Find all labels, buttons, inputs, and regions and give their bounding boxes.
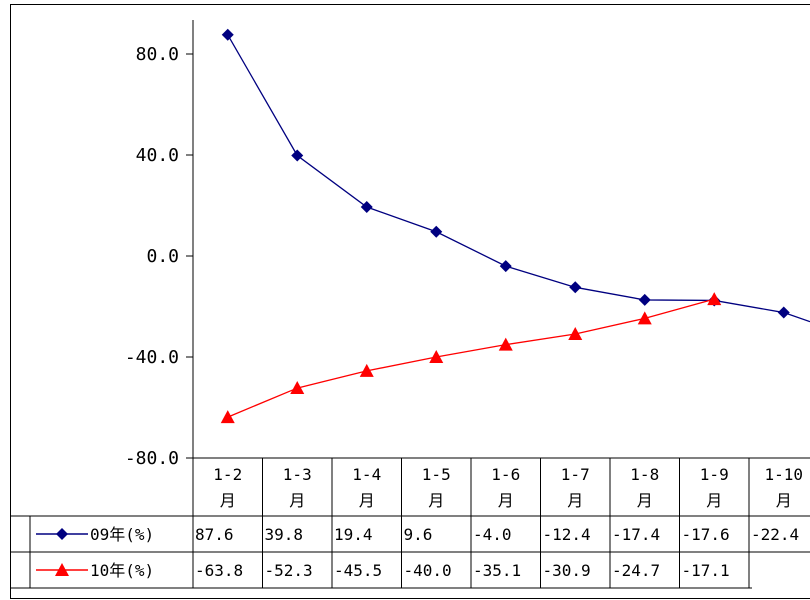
- category-label: 1-10: [764, 465, 803, 484]
- series-0-marker: [221, 28, 234, 41]
- data-label: -45.5: [334, 561, 382, 580]
- axes-layer: 80.0 40.0 0.0 -40.0 -80.0: [125, 20, 194, 469]
- category-label: 1-3: [283, 465, 312, 484]
- y-tick-label: 0.0: [146, 246, 179, 267]
- category-suffix-label: 月: [498, 491, 514, 510]
- data-table: 1-2 月 1-3 月 1-4 月 1-5 月 1-6 月 1-7 月 1-8 月 1-9 月 1-10 月 09年…: [10, 457, 810, 589]
- data-label: 87.6: [195, 525, 234, 544]
- legend-label: 09年(%): [90, 525, 154, 544]
- category-label: 1-9: [700, 465, 729, 484]
- category-suffix-label: 月: [706, 491, 722, 510]
- legend-label: 10年(%): [90, 561, 154, 580]
- data-label: -22.4: [751, 525, 799, 544]
- category-label: 1-8: [630, 465, 659, 484]
- category-suffix-label: 月: [637, 491, 653, 510]
- category-suffix-label: 月: [567, 491, 583, 510]
- series-0-marker: [569, 281, 582, 294]
- series-0-marker: [360, 201, 373, 214]
- data-label: -17.1: [682, 561, 730, 580]
- series-1-marker: [498, 337, 513, 351]
- data-label: -63.8: [195, 561, 243, 580]
- series-line-1: [227, 298, 715, 418]
- category-label: 1-5: [422, 465, 451, 484]
- series-1-marker: [220, 410, 235, 424]
- category-label: 1-2: [213, 465, 242, 484]
- series-1-marker: [429, 350, 444, 363]
- y-tick-label: -80.0: [125, 448, 179, 469]
- category-suffix-label: 月: [428, 491, 444, 510]
- y-tick-label: 40.0: [136, 145, 179, 166]
- category-label: 1-4: [352, 465, 381, 484]
- series-line-0: [227, 34, 810, 323]
- data-label: -4.0: [473, 525, 512, 544]
- data-label: -17.4: [612, 525, 660, 544]
- series-layer: [220, 28, 810, 424]
- data-label: -52.3: [265, 561, 313, 580]
- category-label: 1-7: [561, 465, 590, 484]
- data-label: -35.1: [473, 561, 521, 580]
- data-label: -24.7: [612, 561, 660, 580]
- data-label: -40.0: [404, 561, 452, 580]
- series-1-marker: [290, 381, 305, 395]
- data-label: -30.9: [543, 561, 591, 580]
- data-label: 39.8: [265, 525, 304, 544]
- category-suffix-label: 月: [220, 491, 236, 510]
- legend-marker-triangle: [55, 563, 69, 576]
- category-suffix-label: 月: [776, 491, 792, 510]
- series-0-marker: [499, 260, 512, 273]
- category-suffix-label: 月: [289, 491, 305, 510]
- y-tick-label: 80.0: [136, 44, 179, 65]
- series-1-marker: [568, 327, 583, 341]
- y-tick-label: -40.0: [125, 347, 179, 368]
- legend-marker-diamond: [56, 528, 68, 540]
- series-0-marker: [430, 225, 443, 238]
- series-1-marker: [359, 363, 374, 377]
- series-1-marker: [637, 311, 652, 325]
- series-0-marker: [291, 149, 304, 162]
- data-label: -17.6: [682, 525, 730, 544]
- category-label: 1-6: [491, 465, 520, 484]
- data-label: 19.4: [334, 525, 373, 544]
- data-label: -12.4: [543, 525, 591, 544]
- series-1-marker: [707, 292, 722, 306]
- series-0-marker: [777, 306, 790, 319]
- chart-frame: [10, 4, 810, 599]
- series-0-marker: [638, 293, 651, 306]
- category-suffix-label: 月: [359, 491, 375, 510]
- data-label: 9.6: [404, 525, 433, 544]
